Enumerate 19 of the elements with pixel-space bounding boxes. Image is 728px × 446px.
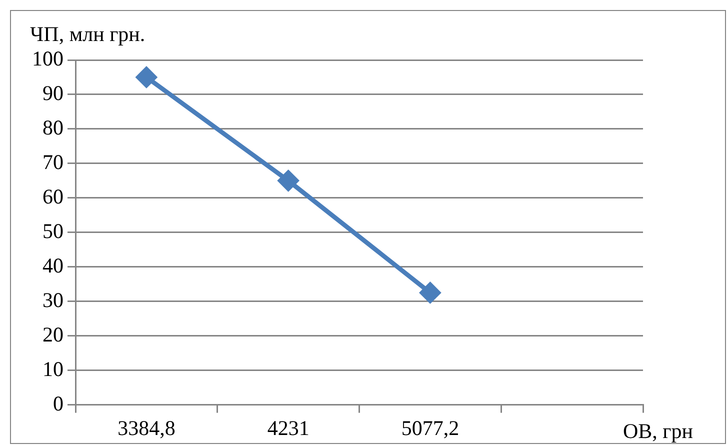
y-tick-label: 80: [42, 115, 64, 140]
y-tick-label: 0: [53, 391, 64, 416]
y-tick-label: 90: [42, 80, 64, 105]
x-tick-label: 4231: [267, 416, 310, 440]
y-tick-label: 60: [42, 184, 64, 208]
point: [278, 170, 299, 191]
y-tick-label: 10: [42, 356, 64, 381]
point: [420, 282, 440, 303]
point: [136, 66, 157, 88]
y-tick-label: 50: [42, 218, 64, 243]
x-tick-label: 3384,8: [118, 416, 176, 440]
x-axis-title: ОВ, грн: [623, 418, 694, 443]
y-axis-title: ЧП, млн грн.: [30, 22, 146, 46]
x-tick-label: 5077,2: [401, 416, 460, 440]
y-tick-label: 70: [42, 150, 64, 174]
y-tick-label: 40: [42, 253, 64, 278]
y-tick-label: 30: [42, 288, 64, 312]
y-tick-label: 100: [32, 46, 64, 71]
y-tick-label: 20: [42, 322, 64, 346]
